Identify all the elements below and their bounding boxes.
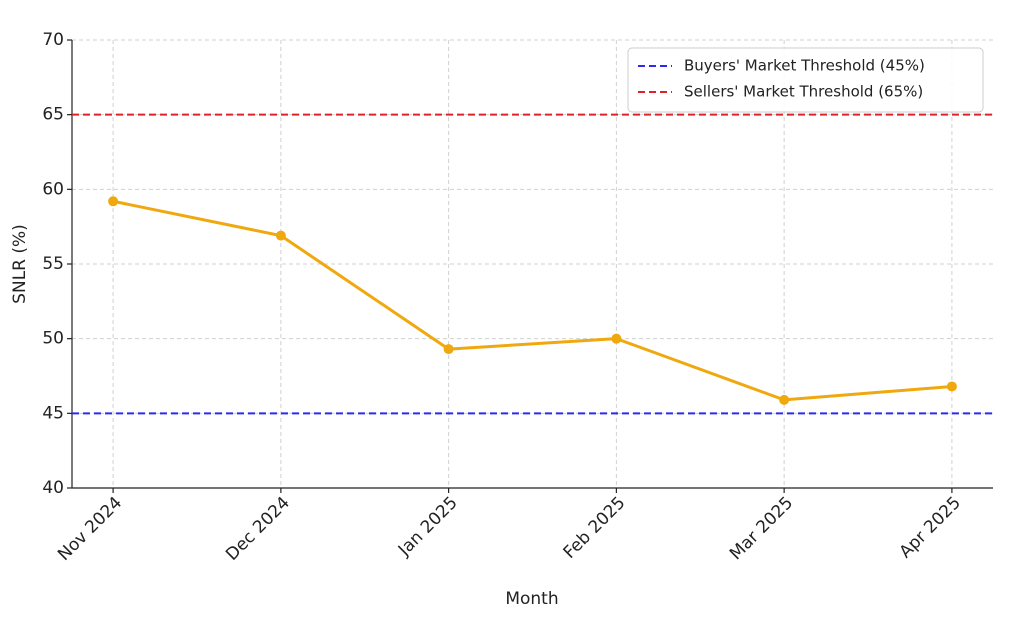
y-tick-label: 70: [42, 30, 64, 50]
y-tick-label: 65: [42, 105, 64, 125]
data-point: [779, 394, 790, 405]
x-tick-label: Nov 2024: [54, 493, 126, 565]
y-tick-label: 40: [42, 478, 64, 498]
data-point: [275, 230, 286, 241]
legend-box: [627, 47, 984, 113]
data-point: [611, 333, 622, 344]
y-tick-label: 60: [42, 179, 64, 199]
y-tick-label: 50: [42, 329, 64, 349]
series-line: [112, 199, 953, 402]
x-tick-label: Jan 2025: [394, 493, 462, 561]
data-point: [443, 344, 454, 355]
data-point: [946, 381, 957, 392]
legend: Buyers' Market Threshold (45%) Sellers' M…: [627, 47, 984, 113]
data-point: [108, 196, 119, 207]
x-tick-label: Apr 2025: [896, 493, 965, 562]
x-tick-label: Dec 2024: [222, 493, 294, 565]
legend-label: Sellers' Market Threshold (65%): [684, 83, 923, 101]
x-tick-label: Feb 2025: [560, 493, 630, 563]
y-tick-label: 45: [42, 403, 64, 423]
y-axis-label: SNLR (%): [10, 224, 30, 304]
y-tick-label: 55: [42, 254, 64, 274]
x-tick-label: Mar 2025: [726, 493, 797, 564]
x-axis-label: Month: [505, 589, 558, 609]
legend-label: Buyers' Market Threshold (45%): [684, 57, 925, 75]
